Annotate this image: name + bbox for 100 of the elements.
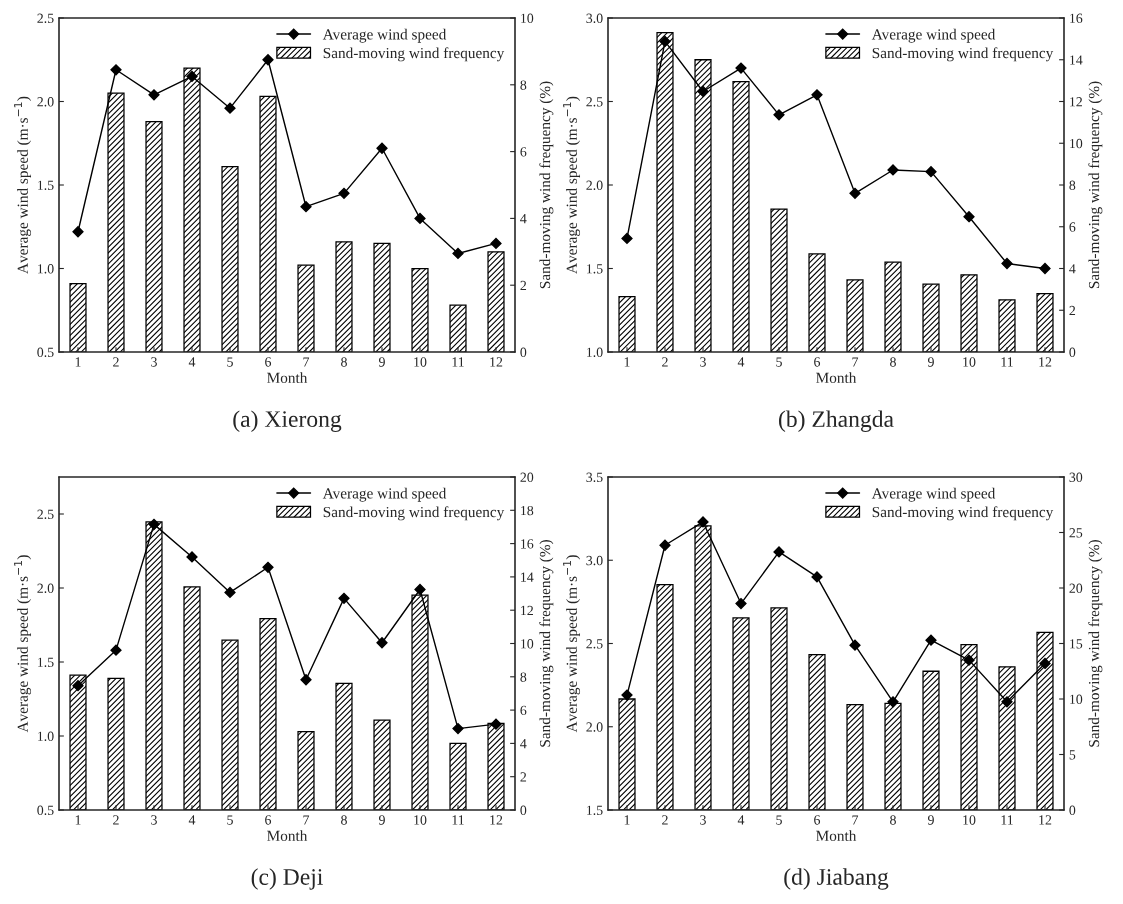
y2-tick-label: 30 (1069, 472, 1083, 482)
point (376, 637, 388, 649)
point (621, 232, 633, 245)
x-axis-title: Month (816, 372, 857, 383)
x-tick-label: 12 (490, 357, 503, 367)
y2-axis-title: Sand-moving wind frequency (%) (539, 540, 554, 747)
y2-tick-label: 16 (1070, 13, 1083, 23)
x-tick-label: 4 (737, 357, 745, 367)
y2-tick-label: 10 (1070, 694, 1083, 704)
bar (335, 241, 353, 352)
x-tick-label: 2 (113, 357, 119, 367)
point (300, 674, 312, 686)
y2-tick-label: 25 (1069, 528, 1083, 538)
y2-tick-label: 12 (521, 605, 533, 616)
bar (221, 166, 239, 352)
x-axis-title: Month (816, 830, 857, 841)
bar (259, 617, 277, 810)
x-tick-label: 12 (1039, 815, 1052, 825)
y2-tick-label: 10 (1070, 138, 1083, 149)
x-tick-label: 9 (927, 815, 934, 825)
x-tick-label: 8 (341, 357, 347, 367)
y2-axis-title: Sand-moving wind frequency (%) (1088, 81, 1103, 289)
x-tick-label: 5 (776, 357, 782, 367)
x-tick-label: 11 (452, 815, 464, 825)
bar (846, 703, 864, 810)
y2-tick-label: 8 (520, 672, 527, 682)
point (811, 571, 823, 583)
point (338, 187, 350, 199)
point (659, 35, 671, 47)
x-tick-label: 12 (1039, 357, 1052, 367)
y-tick-label: 2.0 (586, 722, 603, 732)
point (925, 166, 937, 178)
y2-tick-label: 10 (521, 13, 534, 23)
y2-tick-label: 2 (520, 280, 527, 291)
y-tick-label: 1.0 (38, 731, 54, 742)
y2-tick-label: 16 (521, 539, 534, 549)
y2-tick-label: 4 (520, 214, 527, 224)
y2-tick-label: 20 (520, 472, 534, 482)
y-tick-label: 1.0 (587, 347, 603, 358)
point (925, 634, 937, 646)
x-tick-label: 2 (113, 815, 119, 825)
y2-tick-label: 4 (1069, 264, 1076, 274)
text: (a) Xierong (233, 410, 342, 432)
x-tick-label: 4 (737, 815, 745, 825)
y2-tick-label: 20 (1069, 583, 1083, 593)
bar (618, 296, 636, 352)
point (735, 597, 747, 610)
bar (998, 299, 1016, 352)
x-tick-label: 1 (75, 815, 81, 825)
x-axis-title: Month (267, 830, 308, 841)
y-tick-label: 2.0 (37, 583, 54, 594)
y-tick-label: 1.0 (38, 264, 54, 274)
bar (411, 267, 429, 352)
x-tick-label: 11 (1001, 357, 1013, 367)
x-tick-label: 7 (852, 357, 859, 367)
bar (884, 261, 902, 352)
point (338, 592, 350, 604)
y2-tick-label: 0 (520, 347, 527, 357)
bar (922, 670, 940, 810)
y-axis-title: Average wind speed (m·s$^{−1}$) (14, 555, 32, 733)
legend-label: Average wind speed (322, 28, 447, 43)
x-tick-label: 3 (151, 357, 157, 367)
y2-tick-label: 6 (520, 705, 527, 716)
x-tick-label: 4 (188, 815, 196, 825)
y-tick-label: 2.5 (37, 509, 54, 520)
point (697, 85, 709, 98)
point (1039, 262, 1051, 275)
x-tick-label: 5 (227, 357, 233, 367)
x-axis-title: Month (267, 372, 308, 383)
y2-tick-label: 10 (521, 639, 534, 649)
point (148, 89, 160, 101)
point (1039, 657, 1051, 670)
x-tick-label: 1 (624, 815, 630, 825)
y-tick-label: 2.5 (586, 97, 603, 107)
bar (297, 264, 315, 352)
point (72, 226, 84, 238)
x-tick-label: 2 (662, 815, 668, 825)
y-tick-label: 2.5 (586, 639, 603, 649)
point (262, 561, 274, 573)
point (414, 583, 426, 596)
text: (c) Deji (251, 868, 323, 890)
x-tick-label: 9 (378, 357, 385, 367)
point (1001, 696, 1013, 708)
y2-tick-label: 6 (520, 147, 527, 157)
bar (1036, 292, 1054, 352)
x-tick-label: 11 (1001, 815, 1013, 825)
y2-tick-label: 15 (1070, 639, 1083, 649)
y-tick-label: 1.5 (587, 264, 603, 274)
y-tick-label: 3.5 (586, 472, 603, 483)
y-tick-label: 0.5 (37, 805, 54, 816)
y2-tick-label: 2 (1069, 305, 1076, 316)
legend-label: Sand-moving wind frequency (323, 47, 505, 62)
bar (808, 653, 826, 810)
x-tick-label: 6 (265, 815, 272, 825)
legend-label: Sand-moving wind frequency (872, 506, 1054, 521)
x-tick-label: 6 (814, 357, 821, 367)
point (376, 142, 388, 154)
y-axis-title: Average wind speed (m·s$^{−1}$) (563, 555, 581, 733)
x-tick-label: 11 (452, 357, 464, 367)
bar (297, 731, 315, 810)
